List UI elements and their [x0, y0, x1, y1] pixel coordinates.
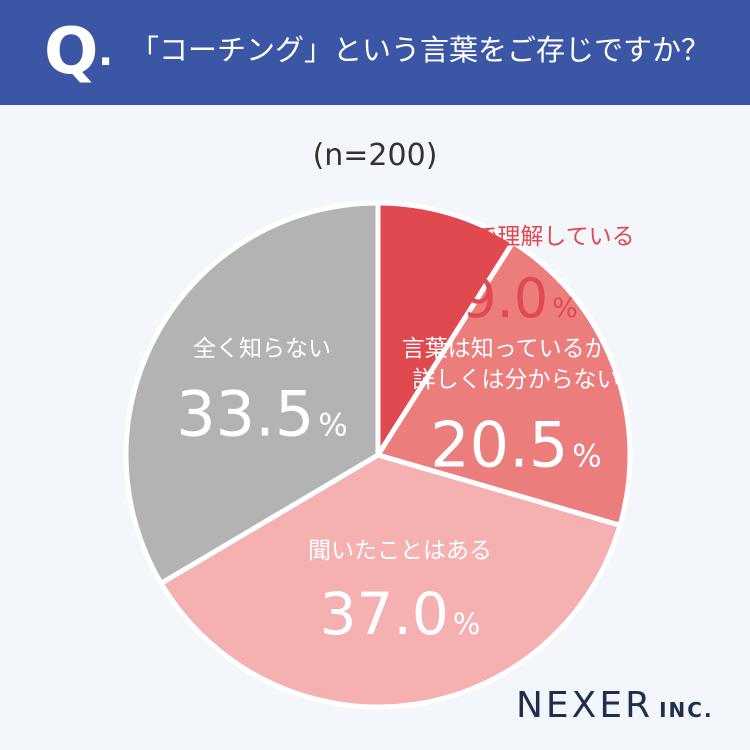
slice-label-2-line-1: 言葉は知っているが、: [402, 336, 630, 362]
pie-slices: [123, 200, 633, 710]
slice-value-4: 33.5%: [176, 377, 348, 450]
question-text: 「コーチング」という言葉をご存じですか？: [130, 33, 711, 67]
slice-label-4-line-1: 全く知らない: [193, 336, 331, 362]
pie-slice-1: [375, 200, 516, 458]
pie-slice-2: [375, 239, 633, 528]
slice-value-1: 9.0%: [462, 267, 578, 330]
company-logo: NEXER INC.: [516, 685, 714, 726]
logo-sub-text: INC.: [659, 698, 714, 722]
slice-value-3: 37.0%: [320, 580, 481, 648]
question-mark-letter: Q: [44, 15, 99, 89]
slice-value-2: 20.5%: [430, 408, 602, 481]
pie-labels: 内容まで理解している 9.0 % 言葉は知っているが、詳しくは分からない 20.5 % 聞い…: [176, 224, 634, 648]
slice-label-1-line-1: 内容まで理解している: [405, 224, 634, 250]
slice-label-2-line-2: 詳しくは分からない: [413, 367, 620, 393]
sample-size-label: (n=200): [312, 138, 438, 173]
logo-main-text: NEXER: [516, 685, 654, 726]
question-mark-dot: .: [98, 29, 114, 75]
pie-slice-4: [123, 200, 381, 586]
header-banner: Q . 「コーチング」という言葉をご存じですか？: [0, 0, 750, 105]
slice-label-3-line-1: 聞いたことはある: [308, 538, 492, 564]
